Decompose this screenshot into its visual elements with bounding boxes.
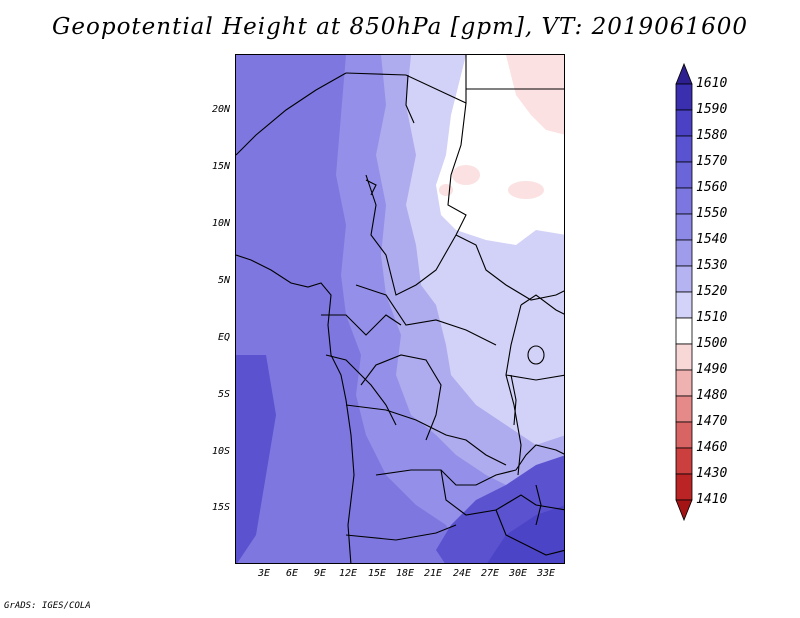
border-central-2	[455, 234, 564, 301]
map-plot	[235, 54, 565, 564]
lat-tick-10n: 10N	[211, 218, 230, 229]
colorbar-segment	[675, 343, 693, 371]
colorbar-label: 1550	[696, 206, 728, 221]
border-south-4	[345, 524, 457, 541]
border-south-6	[515, 444, 564, 471]
colorbar-label: 1410	[696, 492, 728, 507]
border-north-5	[447, 102, 467, 236]
field-darker-se	[487, 505, 564, 563]
colorbar-label: 1470	[696, 414, 728, 429]
lon-tick-30e: 30E	[508, 568, 528, 579]
border-central-3	[355, 284, 497, 346]
border-south-5	[495, 509, 564, 556]
lon-tick-6e: 6E	[285, 568, 299, 579]
map-canvas	[236, 55, 564, 563]
lat-tick-5s: 5S	[217, 389, 230, 400]
colorbar-label: 1540	[696, 232, 728, 247]
colorbar-segment	[675, 317, 693, 345]
colorbar-segments	[675, 62, 693, 522]
colorbar-label: 1430	[696, 466, 728, 481]
colorbar-segment	[675, 447, 693, 475]
lon-tick-18e: 18E	[395, 568, 415, 579]
lat-tick-eq: EQ	[217, 332, 230, 343]
colorbar-segment	[675, 265, 693, 293]
field-pink-ne	[506, 55, 564, 135]
credit-text: GrADS: IGES/COLA	[4, 601, 91, 611]
colorbar-label: 1610	[696, 76, 728, 91]
colorbar-segment	[675, 239, 693, 267]
colorbar-segment	[675, 187, 693, 215]
lon-tick-24e: 24E	[452, 568, 472, 579]
lon-tick-9e: 9E	[313, 568, 327, 579]
lake-chad	[365, 179, 377, 196]
lat-tick-20n: 20N	[211, 104, 230, 115]
colorbar-label: 1490	[696, 362, 728, 377]
colorbar-segment	[675, 473, 693, 501]
lake-malawi	[535, 484, 542, 526]
lon-tick-27e: 27E	[480, 568, 500, 579]
lon-tick-15e: 15E	[367, 568, 387, 579]
colorbar-label: 1510	[696, 310, 728, 325]
lat-tick-15n: 15N	[211, 161, 230, 172]
colorbar-segment	[675, 213, 693, 241]
colorbar-label: 1590	[696, 102, 728, 117]
colorbar-segment	[675, 83, 693, 111]
colorbar-label: 1530	[696, 258, 728, 273]
colorbar-label: 1500	[696, 336, 728, 351]
border-central-4	[321, 314, 402, 336]
border-east-3	[505, 374, 564, 381]
lon-tick-33e: 33E	[536, 568, 556, 579]
colorbar	[675, 62, 693, 522]
field-pink-3	[439, 184, 453, 196]
colorbar-label: 1580	[696, 128, 728, 143]
colorbar-segment	[675, 135, 693, 163]
boundaries	[236, 55, 564, 563]
colorbar-label: 1520	[696, 284, 728, 299]
field-pink-1	[452, 165, 480, 185]
lon-tick-3e: 3E	[257, 568, 271, 579]
lon-tick-12e: 12E	[338, 568, 358, 579]
colorbar-triangle-top	[675, 62, 693, 85]
border-central-1	[365, 174, 457, 296]
border-east-2	[520, 294, 564, 315]
page-title: Geopotential Height at 850hPa [gpm], VT:…	[52, 14, 748, 40]
border-east-1	[505, 304, 522, 476]
colorbar-segment	[675, 395, 693, 423]
border-north-2	[345, 55, 467, 104]
lake-victoria	[527, 345, 545, 365]
lat-tick-5n: 5N	[217, 275, 230, 286]
lon-tick-21e: 21E	[423, 568, 443, 579]
border-south-1	[345, 404, 507, 466]
colorbar-label: 1570	[696, 154, 728, 169]
colorbar-label: 1460	[696, 440, 728, 455]
colorbar-label: 1480	[696, 388, 728, 403]
lat-tick-10s: 10S	[211, 446, 230, 457]
lat-tick-15s: 15S	[211, 502, 230, 513]
coastline-west	[236, 254, 355, 563]
colorbar-segment	[675, 369, 693, 397]
field-pink-2	[508, 181, 544, 199]
colorbar-segment	[675, 291, 693, 319]
colorbar-segment	[675, 161, 693, 189]
border-north-4	[405, 74, 415, 124]
border-south-2	[375, 469, 517, 486]
lake-tanganyika	[510, 374, 517, 426]
field-dark-west	[236, 355, 276, 563]
colorbar-label: 1560	[696, 180, 728, 195]
border-north-1	[236, 72, 347, 156]
colorbar-segment	[675, 421, 693, 449]
river-congo	[360, 354, 442, 441]
colorbar-triangle-bottom	[675, 499, 693, 522]
colorbar-segment	[675, 109, 693, 137]
